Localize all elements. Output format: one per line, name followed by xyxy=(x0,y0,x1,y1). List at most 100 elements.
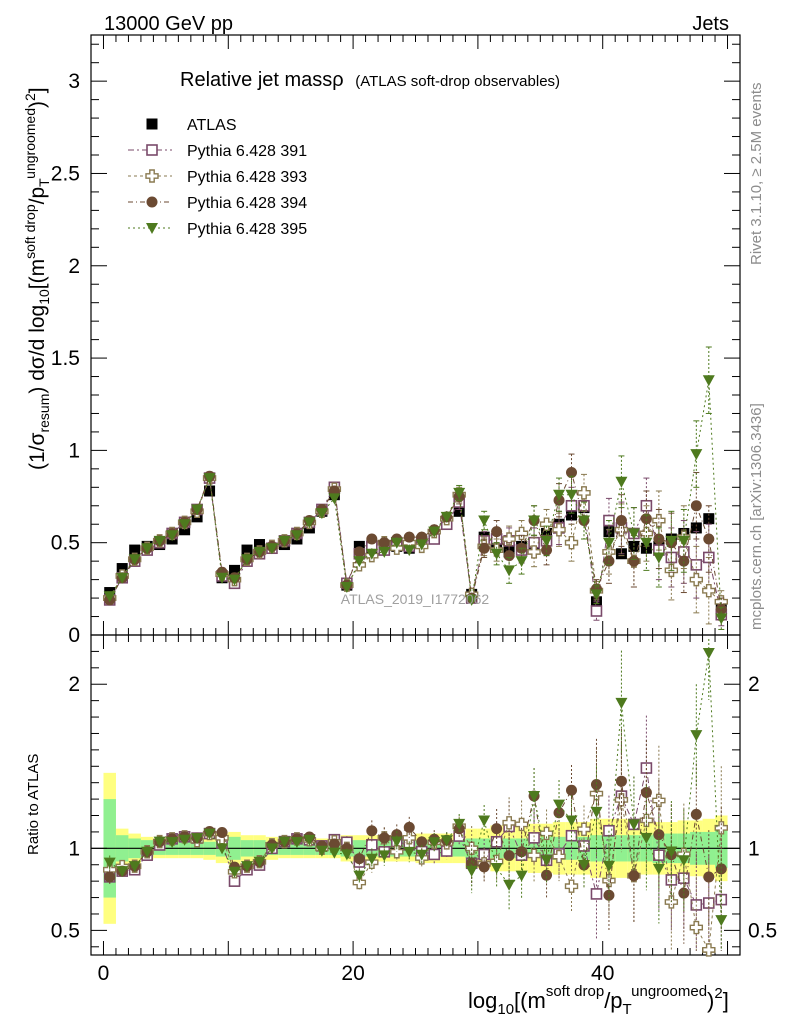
data-point xyxy=(366,533,378,545)
ratio-point xyxy=(503,879,516,891)
ratio-point xyxy=(577,859,590,871)
ratio-point xyxy=(627,819,640,831)
data-point xyxy=(353,546,365,558)
data-point xyxy=(328,493,341,505)
data-point xyxy=(539,517,554,531)
ratio-point xyxy=(703,871,715,883)
data-point xyxy=(702,583,716,598)
data-point xyxy=(253,539,265,551)
series-pythia-6-428-395 xyxy=(103,346,728,630)
ratio-point xyxy=(491,823,503,835)
ratio-point xyxy=(353,853,365,865)
ratio-point xyxy=(103,857,116,869)
ratio-point xyxy=(178,834,191,846)
data-point xyxy=(490,548,503,560)
data-point xyxy=(453,505,465,517)
ratio-point xyxy=(715,863,727,875)
ratio-point xyxy=(378,832,390,844)
data-point xyxy=(303,517,316,529)
legend-marker xyxy=(146,196,158,208)
data-point xyxy=(502,532,516,546)
data-point xyxy=(478,542,490,554)
data-point xyxy=(653,533,665,545)
ratio-point xyxy=(328,847,341,859)
ratio-tick-label: 0.5 xyxy=(51,919,80,942)
data-point xyxy=(178,519,191,531)
data-point xyxy=(503,565,516,577)
axis-ticks xyxy=(90,35,741,955)
ratio-point xyxy=(640,786,652,798)
ratio-point xyxy=(265,843,278,855)
data-point xyxy=(290,530,303,542)
data-point xyxy=(678,555,690,567)
ratio-point xyxy=(553,799,566,811)
ratio-series-pythia-6-428-395 xyxy=(103,639,728,951)
data-point xyxy=(253,546,266,558)
data-point xyxy=(566,509,578,521)
ratio-point xyxy=(166,837,179,849)
data-point xyxy=(515,556,528,568)
x-tick-label: 20 xyxy=(341,962,364,985)
data-point xyxy=(241,554,254,566)
data-point xyxy=(690,500,702,512)
legend-marker xyxy=(146,223,158,234)
ratio-point xyxy=(128,861,141,873)
data-point xyxy=(690,522,702,534)
ratio-point xyxy=(228,866,241,878)
y-tick-label: 2 xyxy=(68,255,80,278)
ratio-point xyxy=(602,860,615,872)
data-point xyxy=(203,473,216,485)
ratio-point xyxy=(702,647,715,659)
ratio-point xyxy=(590,888,603,900)
axis-tick-labels: 0 20 40 0 0.5 1 1.5 2 2.5 3 0.5 0.5 1 1 2 2 xyxy=(51,70,777,985)
side-label-rivet: Rivet 3.1.10, ≥ 2.5M events xyxy=(748,83,765,266)
ratio-point xyxy=(552,849,566,864)
ratio-point xyxy=(191,833,204,845)
data-point xyxy=(702,375,715,387)
x-axis-label-text: log10[(msoft drop/pTungroomed)2] xyxy=(468,983,729,1018)
y-tick-label: 0.5 xyxy=(51,532,80,555)
data-point xyxy=(528,515,541,527)
data-point xyxy=(428,526,441,538)
ratio-point xyxy=(353,870,366,882)
ratio-point xyxy=(366,825,378,837)
ratio-point xyxy=(141,846,154,858)
legend-marker xyxy=(145,169,159,183)
legend-label: Pythia 6.428 395 xyxy=(187,221,307,238)
legend-label: ATLAS xyxy=(187,117,237,134)
data-point xyxy=(128,554,141,566)
main-series-layer xyxy=(103,346,728,630)
ratio-point xyxy=(402,831,416,845)
data-point xyxy=(553,489,566,501)
data-point xyxy=(116,563,128,575)
ratio-point xyxy=(440,835,453,847)
ratio-point xyxy=(478,815,491,827)
data-point xyxy=(315,508,328,520)
ratio-point xyxy=(415,849,428,861)
y-tick-label: 2.5 xyxy=(51,162,80,185)
data-point xyxy=(628,540,640,552)
ratio-point xyxy=(403,821,415,833)
data-point xyxy=(340,582,353,593)
data-point xyxy=(715,613,728,625)
data-point xyxy=(628,555,640,567)
ratio-point xyxy=(253,856,266,868)
chart-title-main: Relative jet massρ xyxy=(180,69,344,91)
ratio-point xyxy=(378,850,391,862)
ratio-point xyxy=(615,775,627,787)
ratio-point xyxy=(540,855,553,867)
header-jets-label: Jets xyxy=(692,13,729,35)
ratio-point xyxy=(590,779,602,791)
data-point xyxy=(265,543,278,555)
ratio-point xyxy=(527,848,541,863)
ratio-point xyxy=(153,836,166,848)
legend-marker xyxy=(146,118,158,130)
ratio-point xyxy=(715,915,728,927)
data-point xyxy=(590,605,603,617)
data-point xyxy=(689,572,704,587)
ratio-point xyxy=(303,834,316,846)
data-point xyxy=(527,545,541,559)
data-point xyxy=(228,574,241,586)
ratio-point xyxy=(390,836,403,848)
